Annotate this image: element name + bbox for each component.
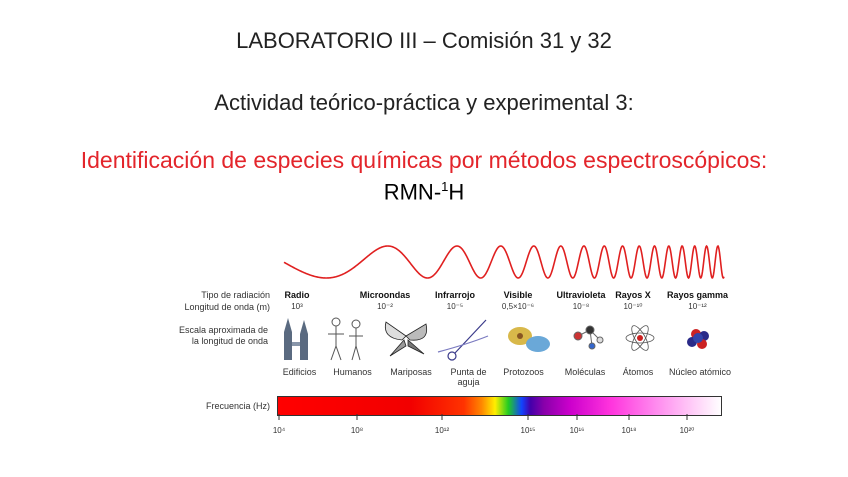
object-moleculas: Moléculas: [564, 367, 606, 377]
label-escala-1: Escala aproximada de: [178, 325, 268, 335]
label-escala-2: la longitud de onda: [191, 336, 268, 346]
radiation-radio: Radio: [284, 290, 310, 300]
nucleus-icon: [687, 329, 709, 349]
radiation-microondas: Microondas: [359, 290, 411, 300]
frequency-spectrum-bar: [277, 396, 722, 416]
object-punta-aguja: Punta de aguja: [450, 367, 487, 387]
radiation-infrarrojo: Infrarrojo: [434, 290, 475, 300]
object-edificios: Edificios: [282, 367, 317, 377]
rmn-text: RMN-: [383, 179, 442, 205]
object-humanos: Humanos: [333, 367, 372, 377]
freq-tick-5: 10¹⁶: [569, 426, 585, 435]
freq-tick-2: 10⁸: [350, 426, 364, 435]
freq-tick-1: 10⁴: [272, 426, 286, 435]
atom-icon: [625, 325, 655, 351]
slide-title-line4: RMN-1H: [0, 179, 848, 205]
slide-title-line3: Identificación de especies químicas por …: [80, 147, 768, 173]
wave-line: [283, 244, 725, 280]
freq-tick-3: 10¹²: [434, 426, 450, 435]
butterfly-icon: [384, 321, 428, 357]
radiation-rayos-x: Rayos X: [615, 290, 651, 300]
freq-tick-6: 10¹⁸: [621, 426, 637, 435]
object-mariposas: Mariposas: [390, 367, 432, 377]
object-atomos: Átomos: [622, 367, 654, 377]
molecules-icon: [573, 325, 604, 350]
wavelength-microondas: 10⁻²: [377, 302, 393, 311]
protozoa-icon: [508, 327, 550, 352]
needle-icon: [437, 319, 489, 361]
object-protozoos: Protozoos: [503, 367, 544, 377]
radiation-visible: Visible: [503, 290, 533, 300]
frequency-tick-marks: [278, 414, 688, 420]
rmn-h: H: [448, 179, 465, 205]
buildings-icon: [284, 318, 308, 360]
label-tipo-radiacion: Tipo de radiación: [201, 290, 270, 300]
scale-illustrations: [284, 317, 709, 361]
radiation-rayos-gamma: Rayos gamma: [666, 290, 729, 300]
rmn-superscript: 1: [441, 179, 449, 194]
radiation-ultravioleta: Ultravioleta: [556, 290, 606, 300]
label-longitud-onda: Longitud de onda (m): [184, 302, 270, 312]
wavelength-rayos-x: 10⁻¹⁰: [623, 302, 643, 311]
label-frecuencia: Frecuencia (Hz): [205, 401, 270, 411]
wavelength-infrarrojo: 10⁻⁵: [446, 302, 464, 311]
freq-tick-4: 10¹⁵: [520, 426, 536, 435]
freq-tick-7: 10²⁰: [679, 426, 695, 435]
wavelength-visible: 0,5×10⁻⁶: [501, 302, 535, 311]
wavelength-radio: 10³: [291, 302, 303, 311]
wavelength-ultravioleta: 10⁻⁸: [572, 302, 590, 311]
slide-title-line2: Actividad teórico-práctica y experimenta…: [214, 90, 634, 115]
wavelength-rayos-gamma: 10⁻¹²: [688, 302, 707, 311]
object-nucleo-atomico: Núcleo atómico: [668, 367, 732, 377]
slide-title-line1: LABORATORIO III – Comisión 31 y 32: [236, 28, 612, 53]
humans-icon: [328, 317, 363, 361]
wave-illustration: [283, 244, 725, 280]
